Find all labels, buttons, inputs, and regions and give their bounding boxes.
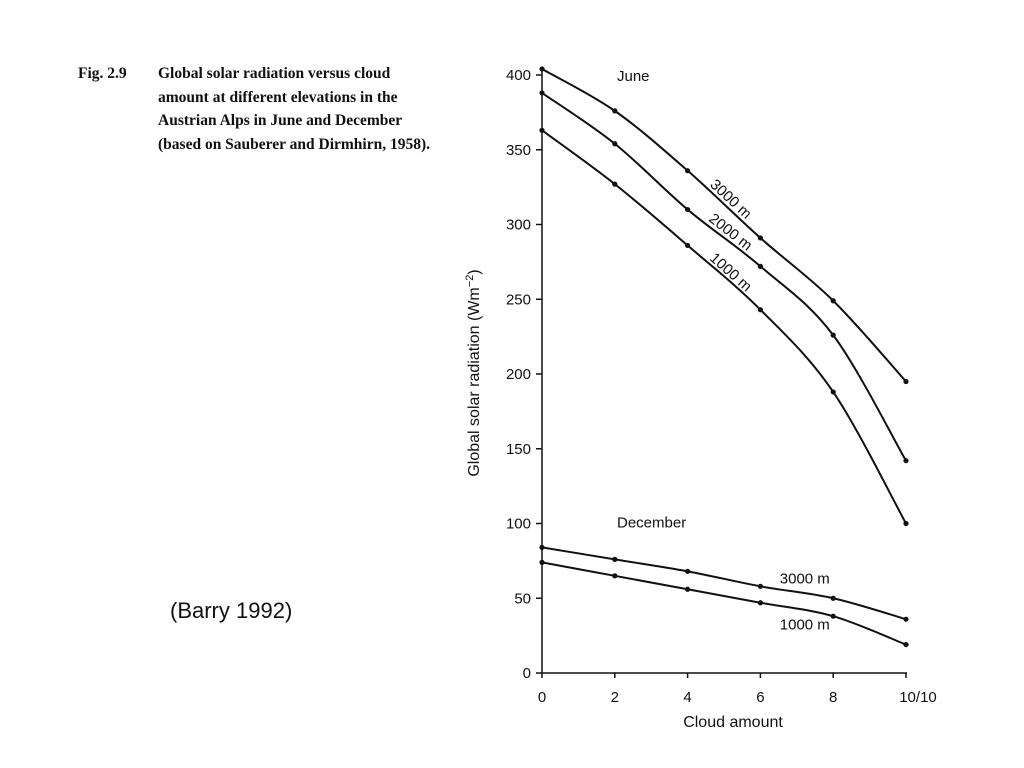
citation: (Barry 1992): [170, 598, 293, 623]
x-axis-title: Cloud amount: [683, 714, 783, 731]
y-axis-title-close: ): [466, 269, 483, 274]
data-point-june-3000m: [757, 235, 764, 241]
data-point-june-2000m: [903, 458, 909, 464]
data-point-june-3000m: [830, 298, 836, 304]
series-line-june-2000m: [541, 92, 907, 462]
data-point-june-2000m: [539, 90, 545, 96]
y-tick-label: 50: [514, 590, 531, 607]
data-point-december-1000m: [612, 573, 618, 579]
data-point-june-2000m: [830, 332, 836, 338]
data-point-december-1000m: [903, 641, 909, 648]
data-point-june-1000m: [539, 127, 545, 133]
series-line-december-3000m: [541, 546, 907, 621]
group-label-june: June: [617, 68, 650, 85]
y-tick-label: 300: [506, 217, 531, 234]
figure-label: Fig. 2.9: [78, 65, 127, 82]
data-point-june-2000m: [757, 263, 764, 269]
x-tick-label: 0: [538, 689, 546, 706]
data-point-december-3000m: [757, 583, 764, 589]
data-point-december-1000m: [830, 613, 836, 619]
data-point-june-2000m: [612, 141, 618, 147]
data-point-december-3000m: [685, 568, 691, 574]
data-point-june-1000m: [757, 307, 764, 313]
y-axis-title-superscript: −2: [464, 275, 476, 288]
data-point-june-1000m: [612, 181, 618, 187]
x-tick-label: 8: [829, 689, 837, 706]
data-point-december-1000m: [539, 559, 545, 565]
series-line-june-3000m: [541, 68, 907, 383]
y-axis-title-main: Global solar radiation (Wm: [466, 287, 483, 476]
y-tick-label: 0: [523, 665, 531, 682]
data-point-december-3000m: [903, 616, 909, 622]
y-tick-label: 350: [506, 142, 531, 159]
data-point-december-3000m: [539, 544, 545, 551]
y-tick-label: 250: [506, 291, 531, 308]
y-tick-label: 200: [506, 366, 531, 383]
series-label-december-1000m: 1000 m: [780, 616, 830, 633]
figure-caption-text: Global solar radiation versus cloud amou…: [158, 65, 430, 153]
data-point-june-1000m: [830, 389, 836, 395]
data-point-june-2000m: [685, 206, 691, 213]
x-tick-label: 6: [756, 689, 764, 706]
y-tick-label: 100: [506, 516, 531, 533]
data-point-june-1000m: [685, 242, 691, 249]
y-tick-label: 400: [506, 67, 531, 84]
data-point-june-3000m: [685, 168, 691, 174]
data-point-december-1000m: [757, 600, 764, 606]
data-point-december-3000m: [830, 595, 836, 601]
data-point-december-3000m: [612, 556, 618, 562]
series-line-june-1000m: [541, 129, 907, 524]
data-point-december-1000m: [685, 586, 691, 592]
series-line-december-1000m: [541, 561, 907, 646]
x-tick-label: 2: [611, 689, 619, 706]
y-axis-title: Global solar radiation (Wm−2): [464, 269, 483, 476]
data-point-june-3000m: [612, 108, 618, 114]
data-point-june-3000m: [903, 378, 909, 385]
y-tick-label: 150: [506, 441, 531, 458]
x-tick-label: 10/10: [899, 689, 937, 706]
x-tick-label: 4: [683, 689, 691, 706]
series-label-december-3000m: 3000 m: [780, 570, 830, 587]
group-label-december: December: [617, 514, 686, 531]
data-point-june-3000m: [539, 66, 545, 72]
data-point-june-1000m: [903, 520, 909, 527]
